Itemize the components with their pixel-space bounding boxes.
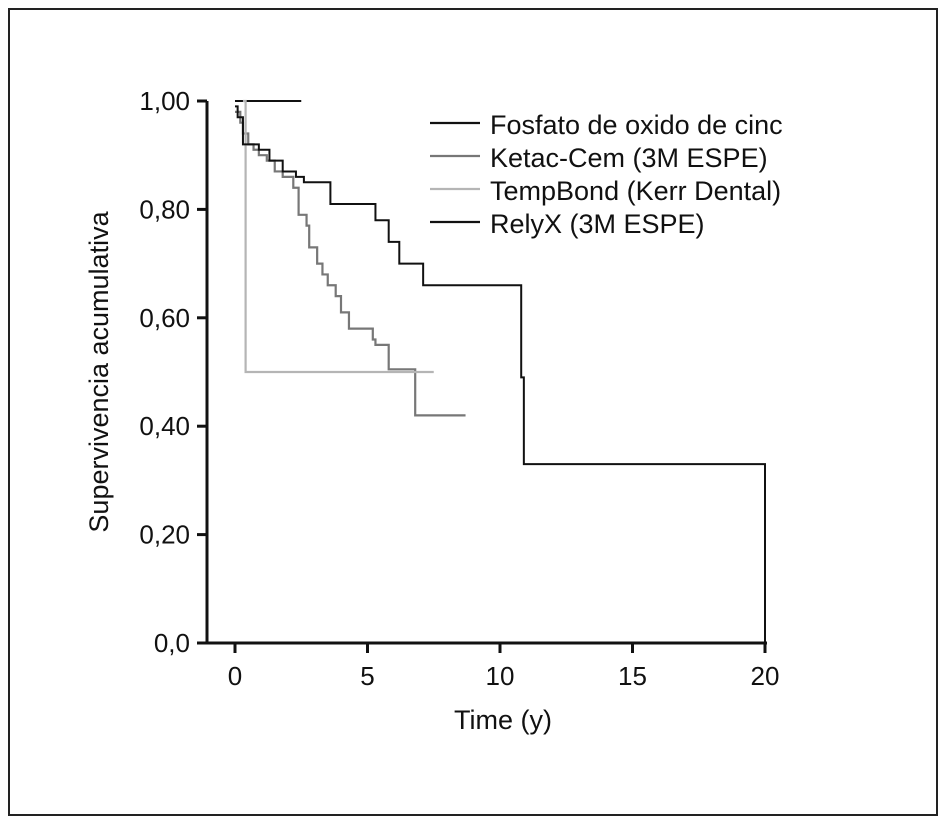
series-line-4 xyxy=(235,105,766,643)
y-tick-label: 0,40 xyxy=(139,411,190,441)
legend-label: RelyX (3M ESPE) xyxy=(490,209,705,239)
legend-label: Ketac-Cem (3M ESPE) xyxy=(490,143,768,173)
y-axis-title: Supervivencia acumulativa xyxy=(84,210,114,532)
x-tick-label: 0 xyxy=(228,661,242,691)
survival-curves xyxy=(235,99,766,643)
legend-label: TempBond (Kerr Dental) xyxy=(490,176,781,206)
x-tick-label: 15 xyxy=(618,661,647,691)
y-tick-label: 0,60 xyxy=(139,303,190,333)
x-tick-label: 5 xyxy=(360,661,374,691)
y-tick-label: 0,80 xyxy=(139,194,190,224)
axes: 0,0 0,20 0,40 0,60 0,80 1,00 0 5 10 15 20 xyxy=(139,86,779,691)
figure-frame xyxy=(8,8,938,816)
y-tick-label: 1,00 xyxy=(139,86,190,116)
legend-label: Fosfato de oxido de cinc xyxy=(490,110,783,140)
x-axis-title: Time (y) xyxy=(454,705,552,735)
series-line-3 xyxy=(242,99,434,374)
x-tick-label: 20 xyxy=(751,661,780,691)
y-tick-label: 0,0 xyxy=(154,628,190,658)
y-tick-label: 0,20 xyxy=(139,520,190,550)
series-line-2 xyxy=(235,110,466,417)
x-tick-label: 10 xyxy=(486,661,515,691)
